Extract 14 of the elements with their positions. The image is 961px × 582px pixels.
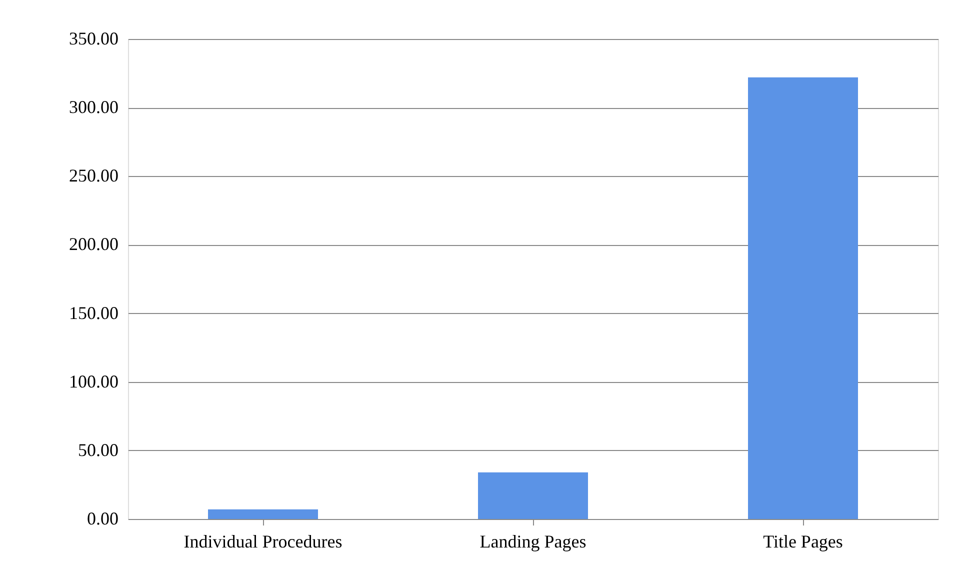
y-tick-label: 200.00: [69, 234, 118, 254]
bar: [208, 509, 318, 519]
y-tick-label: 100.00: [69, 371, 118, 392]
x-tick-label: Landing Pages: [480, 532, 586, 552]
x-tick-label: Individual Procedures: [184, 532, 342, 552]
y-tick-label: 250.00: [69, 166, 118, 186]
bar: [748, 77, 858, 519]
y-tick-label: 150.00: [69, 302, 118, 323]
bar: [478, 472, 588, 519]
y-tick-label: 350.00: [69, 28, 118, 48]
y-tick-label: 300.00: [69, 97, 118, 118]
y-tick-label: 0.00: [87, 508, 118, 528]
y-tick-label: 50.00: [78, 440, 118, 460]
x-tick-label: Title Pages: [763, 532, 843, 552]
